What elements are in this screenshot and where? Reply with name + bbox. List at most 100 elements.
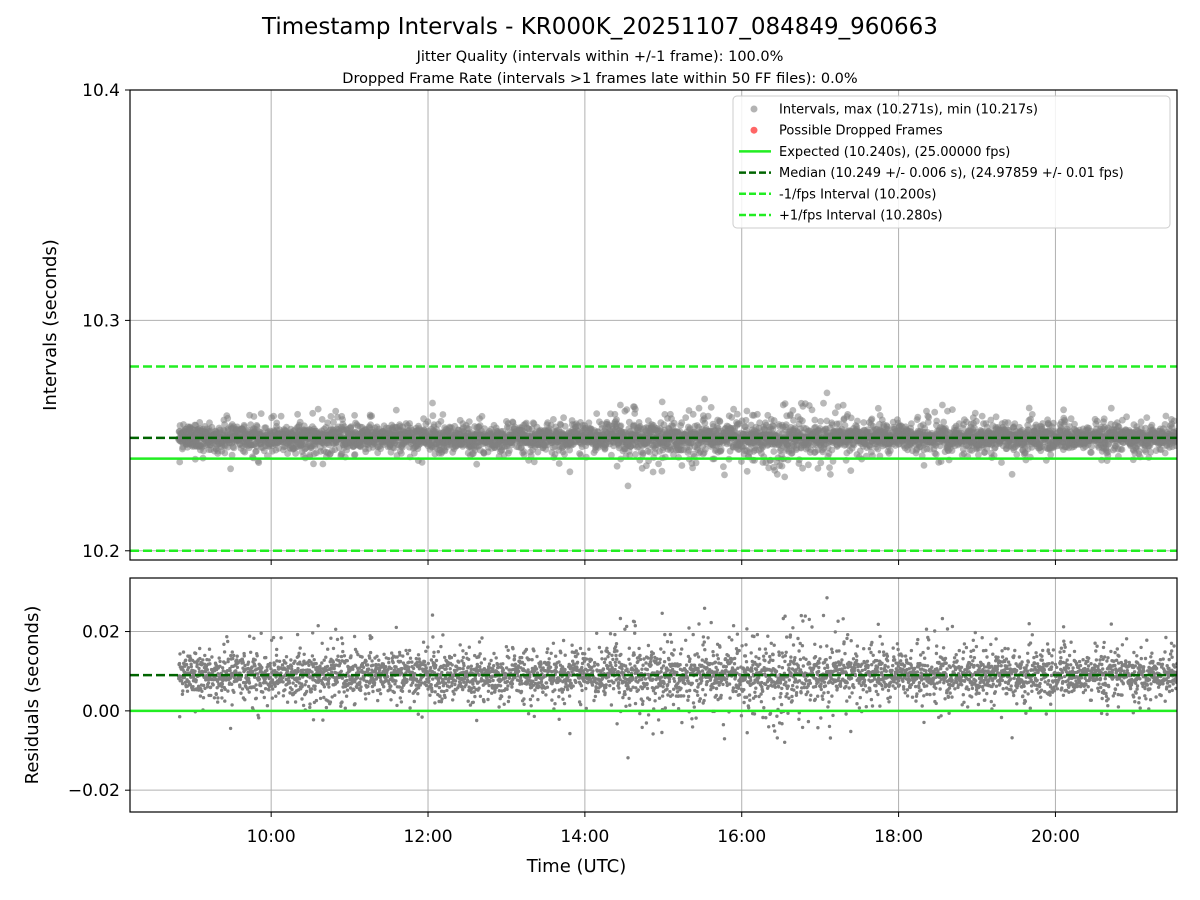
residual-point [254, 688, 259, 692]
interval-point [886, 447, 894, 455]
residual-point [269, 684, 274, 688]
interval-point [975, 451, 982, 459]
interval-point [655, 460, 662, 468]
interval-point [1025, 404, 1033, 412]
interval-point [200, 447, 207, 455]
interval-point [1137, 418, 1145, 426]
interval-point [789, 407, 797, 414]
interval-point [781, 400, 789, 407]
interval-point [701, 395, 708, 403]
interval-point [196, 419, 204, 426]
interval-point [631, 405, 639, 413]
interval-point [998, 459, 1005, 466]
interval-point [734, 410, 741, 418]
residual-point [265, 668, 269, 673]
interval-point [770, 448, 778, 455]
interval-point [701, 419, 709, 427]
interval-point [327, 413, 335, 420]
interval-point [318, 416, 326, 423]
interval-point [814, 465, 822, 472]
interval-point [176, 458, 184, 466]
interval-point [424, 418, 432, 425]
residual-point [277, 659, 282, 663]
residual-point [214, 692, 218, 697]
residual-point [201, 658, 205, 662]
residual-point [261, 690, 265, 694]
chart-subtitle-dropped: Dropped Frame Rate (intervals >1 frames … [342, 71, 858, 87]
interval-point [429, 412, 437, 420]
residual-point [264, 655, 268, 660]
residual-point [274, 653, 279, 657]
interval-point [465, 418, 473, 425]
interval-point [300, 422, 308, 430]
residual-point [186, 666, 191, 670]
interval-point [721, 471, 728, 479]
residual-point [273, 662, 277, 667]
residual-point [259, 683, 263, 688]
residual-point [257, 677, 262, 681]
interval-point [933, 417, 941, 425]
residual-point [180, 681, 185, 686]
residual-point [234, 670, 238, 675]
residual-point [254, 696, 258, 700]
interval-point [658, 467, 666, 475]
interval-point [555, 460, 563, 467]
interval-point [473, 460, 481, 468]
residual-point [216, 696, 220, 700]
residual-point [177, 661, 182, 666]
interval-point [949, 406, 956, 413]
interval-point [992, 413, 1000, 421]
residual-point [203, 653, 207, 658]
interval-point [1013, 451, 1021, 458]
interval-point [847, 467, 855, 474]
chart-title: Timestamp Intervals - KR000K_20251107_08… [262, 14, 938, 40]
interval-point [730, 405, 737, 413]
interval-point [1093, 417, 1101, 425]
residual-point [271, 687, 275, 691]
residual-point [242, 654, 246, 658]
interval-point [799, 464, 806, 472]
interval-point [530, 458, 538, 466]
interval-point [1100, 415, 1108, 423]
interval-point [613, 462, 621, 470]
residual-point [198, 646, 202, 651]
interval-point [255, 459, 263, 466]
interval-point [790, 417, 797, 424]
residual-point [255, 654, 259, 658]
interval-point [1050, 419, 1057, 427]
interval-point [1107, 404, 1115, 412]
interval-point [847, 414, 855, 422]
interval-point [770, 417, 778, 424]
residual-point [209, 693, 213, 698]
residual-point [254, 683, 258, 687]
interval-point [743, 407, 751, 415]
interval-point [839, 401, 847, 409]
interval-point [392, 406, 400, 414]
interval-point [309, 409, 317, 417]
residual-point [260, 665, 264, 670]
residual-point [193, 669, 197, 673]
residual-point [275, 647, 279, 652]
interval-point [250, 413, 258, 420]
interval-point [617, 422, 625, 430]
interval-point [702, 446, 709, 453]
residual-point [243, 698, 247, 702]
interval-point [820, 399, 827, 407]
interval-point [743, 467, 751, 475]
residual-point [268, 661, 272, 666]
interval-point [332, 407, 340, 415]
residual-point [235, 654, 239, 658]
residual-point [181, 650, 186, 654]
interval-point [658, 398, 666, 406]
interval-point [227, 465, 235, 473]
residual-point [225, 635, 229, 639]
residual-point [216, 700, 220, 704]
interval-point [689, 410, 697, 418]
interval-point [978, 412, 986, 420]
interval-point [611, 410, 619, 418]
residual-point [206, 681, 211, 685]
residual-point [185, 689, 190, 693]
interval-point [273, 419, 281, 427]
interval-point [1060, 406, 1067, 414]
